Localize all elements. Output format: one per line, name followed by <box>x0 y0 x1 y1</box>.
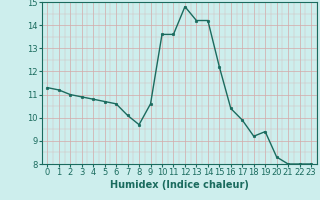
X-axis label: Humidex (Indice chaleur): Humidex (Indice chaleur) <box>110 180 249 190</box>
